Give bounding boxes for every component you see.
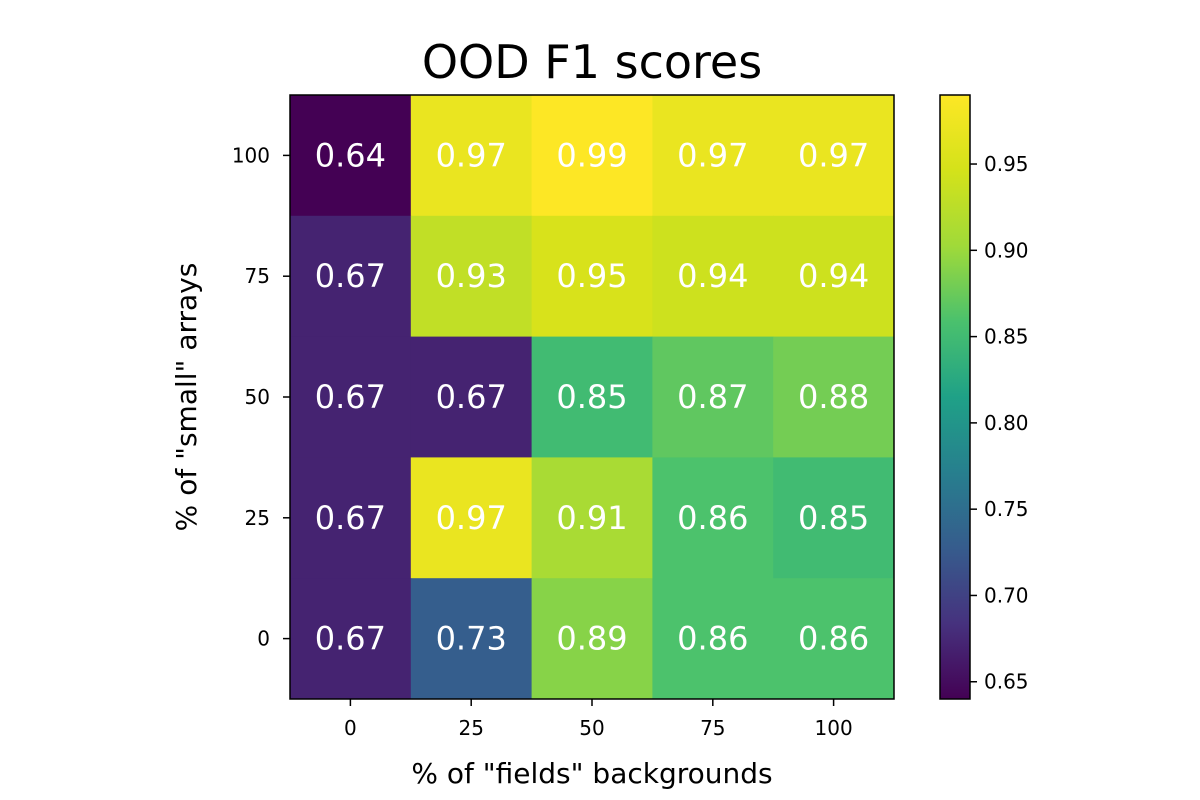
x-tick-label: 50 [579, 716, 604, 740]
colorbar-tick-label: 0.65 [984, 670, 1029, 694]
heatmap-cell [652, 457, 774, 579]
heatmap-cell [410, 457, 533, 579]
y-axis-label: % of "small" arrays [170, 263, 203, 532]
cell-value-label: 0.97 [677, 136, 748, 174]
cell-value-label: 0.64 [315, 136, 386, 174]
cell-value-label: 0.97 [436, 136, 507, 174]
heatmap-cell [531, 457, 653, 579]
y-tick-label: 0 [257, 627, 270, 651]
cell-value-label: 0.85 [556, 378, 627, 416]
x-tick-label: 75 [700, 716, 725, 740]
x-tick-label: 0 [344, 716, 357, 740]
cell-value-label: 0.67 [315, 378, 386, 416]
heatmap-cell [652, 95, 774, 217]
cell-value-label: 0.86 [677, 620, 748, 658]
cell-value-label: 0.73 [436, 620, 507, 658]
heatmap-cell [773, 457, 895, 579]
cell-value-label: 0.86 [677, 499, 748, 537]
cell-value-label: 0.67 [315, 620, 386, 658]
heatmap-cell [290, 95, 412, 217]
heatmap-cell [531, 578, 653, 700]
heatmap-cell [773, 336, 895, 458]
heatmap-cell [773, 95, 895, 217]
colorbar-tick-label: 0.90 [984, 238, 1029, 262]
cell-value-label: 0.94 [798, 257, 869, 295]
heatmap-cell [652, 578, 774, 700]
cell-value-label: 0.93 [436, 257, 507, 295]
cell-value-label: 0.97 [798, 136, 869, 174]
x-tick-label: 100 [815, 716, 853, 740]
colorbar [939, 94, 971, 700]
cell-value-label: 0.87 [677, 378, 748, 416]
heatmap-cell [410, 336, 533, 458]
heatmap-cell [410, 95, 533, 217]
heatmap-cell [652, 215, 774, 338]
heatmap-cell [773, 578, 895, 700]
y-tick-label: 25 [245, 506, 270, 530]
y-tick-label: 75 [245, 264, 270, 288]
y-tick-label: 100 [232, 143, 270, 167]
x-axis-ticks: 0 25 50 75 100 [344, 699, 853, 740]
heatmap-cell [531, 336, 653, 458]
cell-value-label: 0.85 [798, 499, 869, 537]
heatmap-cell [410, 215, 533, 338]
heatmap-cell [531, 95, 653, 217]
heatmap-cell [773, 215, 895, 338]
colorbar-tick-label: 0.95 [984, 152, 1029, 176]
colorbar-tick-label: 0.75 [984, 497, 1029, 521]
colorbar-ticks: 0.65 0.70 0.75 0.80 0.85 0.90 0.95 [970, 152, 1029, 694]
colorbar-tick-label: 0.70 [984, 583, 1029, 607]
heatmap-cell-labels: 0.64 0.97 0.99 0.97 0.97 0.67 0.93 0.95 0.94 0.94… [315, 136, 869, 657]
colorbar-tick-label: 0.80 [984, 411, 1029, 435]
x-tick-label: 25 [458, 716, 483, 740]
heatmap-cell [290, 457, 412, 579]
y-tick-label: 50 [245, 385, 270, 409]
cell-value-label: 0.94 [677, 257, 748, 295]
heatmap-cell [652, 336, 774, 458]
colorbar-tick-label: 0.85 [984, 325, 1029, 349]
heatmap-cell [531, 215, 653, 338]
heatmap-cells [290, 95, 895, 700]
cell-value-label: 0.88 [798, 378, 869, 416]
cell-value-label: 0.67 [436, 378, 507, 416]
cell-value-label: 0.86 [798, 620, 869, 658]
heatmap-cell [290, 215, 412, 338]
x-axis-label: % of "fields" backgrounds [411, 757, 772, 790]
cell-value-label: 0.67 [315, 499, 386, 537]
cell-value-label: 0.89 [556, 620, 627, 658]
heatmap-cell [290, 578, 412, 700]
heatmap-cell [410, 578, 533, 700]
cell-value-label: 0.95 [556, 257, 627, 295]
cell-value-label: 0.91 [556, 499, 627, 537]
cell-value-label: 0.97 [436, 499, 507, 537]
y-axis-ticks: 100 75 50 25 0 [232, 143, 290, 651]
cell-value-label: 0.99 [556, 136, 627, 174]
chart-title: OOD F1 scores [422, 35, 762, 89]
cell-value-label: 0.67 [315, 257, 386, 295]
heatmap-cell [290, 336, 412, 458]
